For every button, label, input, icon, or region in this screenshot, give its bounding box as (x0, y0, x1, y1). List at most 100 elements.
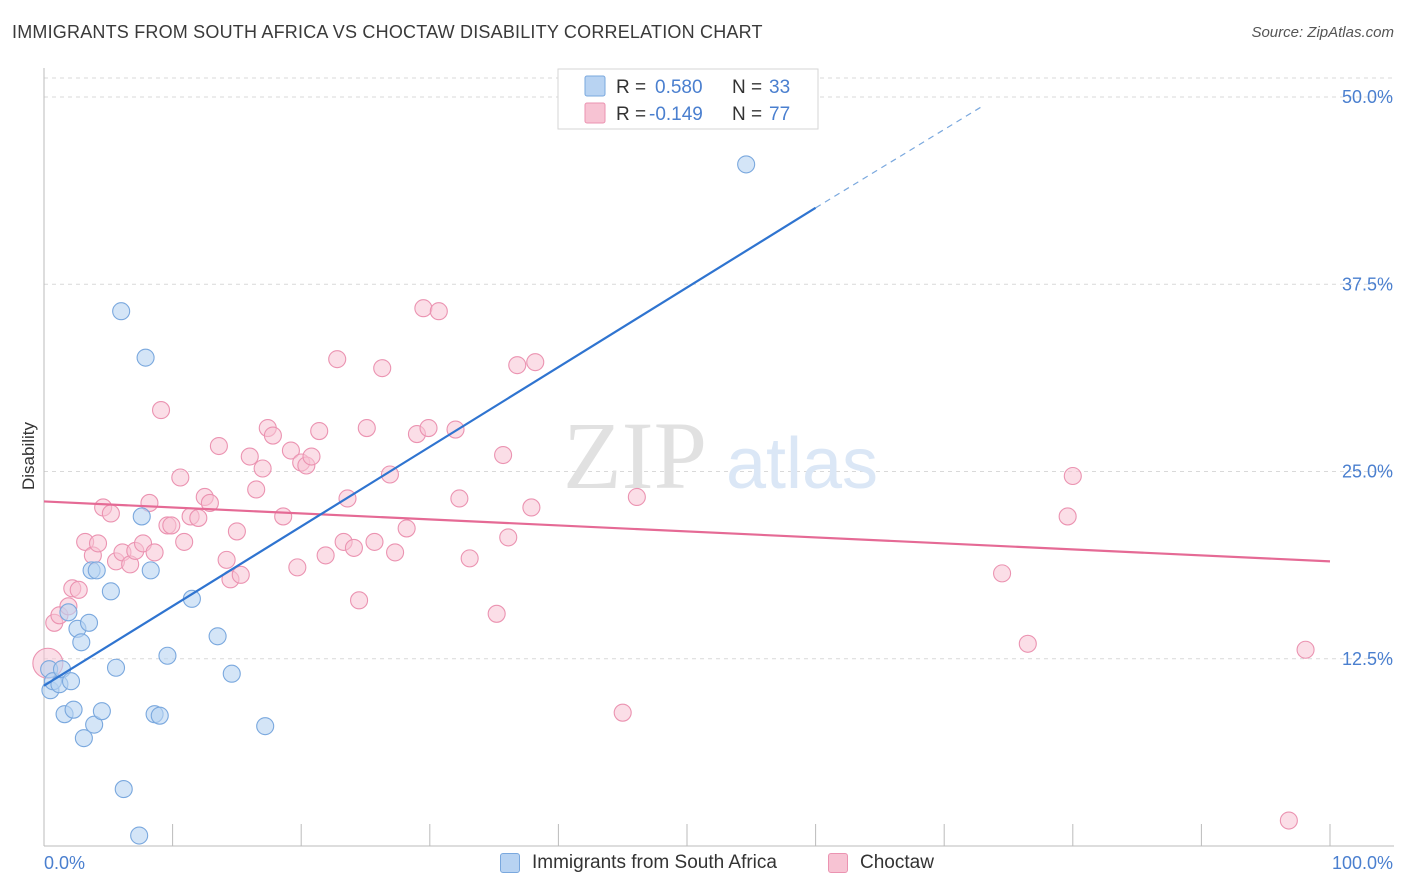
choctaw-point (88, 534, 108, 553)
south-africa-point (92, 702, 111, 721)
south-africa-point (136, 348, 155, 367)
x-tick-label-start: 0.0% (44, 853, 85, 873)
south-africa-point (112, 302, 131, 321)
choctaw-point (460, 549, 479, 568)
choctaw-point (494, 445, 513, 465)
choctaw-point (508, 356, 527, 375)
choctaw-point (189, 508, 208, 527)
choctaw-point (429, 302, 448, 321)
south-africa-point (61, 672, 81, 691)
choctaw-points (32, 299, 1315, 830)
choctaw-point (613, 703, 632, 722)
series-swatch-pink (828, 853, 848, 873)
choctaw-point (993, 564, 1012, 583)
legend-r-value-1: 0.580 (655, 77, 703, 98)
series-swatch-blue (500, 853, 520, 873)
x-tick-label-end: 100.0% (1332, 853, 1393, 873)
y-tick-label: 37.5% (1342, 274, 1393, 294)
choctaw-point (1279, 811, 1298, 830)
tick-labels: 12.5% 25.0% 37.5% 50.0% 0.0% 100.0% (44, 87, 1393, 873)
choctaw-point (499, 528, 518, 547)
legend-n-value-2: 77 (769, 104, 790, 125)
chart-title: IMMIGRANTS FROM SOUTH AFRICA VS CHOCTAW … (12, 22, 763, 42)
south-africa-point (79, 613, 99, 632)
legend-n-label-1: N = (732, 77, 762, 98)
south-africa-point (72, 633, 91, 652)
series-name-south-africa: Immigrants from South Africa (532, 852, 777, 873)
choctaw-point (171, 468, 190, 487)
south-africa-point (74, 729, 93, 748)
choctaw-point (240, 447, 259, 466)
south-africa-point (106, 658, 126, 677)
choctaw-point (253, 459, 272, 478)
south-africa-point (222, 664, 241, 683)
series-name-choctaw: Choctaw (860, 852, 934, 873)
y-axis-label: Disability (19, 421, 38, 490)
south-africa-point (150, 706, 169, 725)
legend-r-value-2: -0.149 (649, 104, 703, 125)
choctaw-point (380, 465, 399, 484)
choctaw-point (522, 498, 541, 517)
axes (43, 68, 1394, 847)
south-africa-points (40, 155, 756, 845)
y-tick-label: 25.0% (1342, 462, 1393, 482)
choctaw-point (316, 546, 335, 565)
south-africa-point (130, 826, 149, 845)
choctaw-trend-line (43, 500, 1331, 563)
choctaw-point (101, 504, 120, 523)
legend-swatch-blue (584, 75, 606, 97)
legend-n-value-1: 33 (769, 77, 790, 98)
choctaw-point (274, 507, 293, 526)
watermark-atlas: atlas (726, 424, 878, 504)
south-africa-point (158, 646, 177, 665)
legend-swatch-pink (584, 102, 606, 124)
legend-r-label-2: R = (616, 104, 646, 125)
y-tick-label: 50.0% (1342, 87, 1393, 107)
series-legend-item-south-africa: Immigrants from South Africa (500, 852, 777, 874)
south-africa-point (101, 582, 120, 601)
choctaw-point (328, 350, 347, 369)
south-africa-point (208, 627, 227, 646)
south-africa-trend-line (43, 206, 817, 687)
choctaw-point (231, 565, 250, 584)
choctaw-point (1296, 640, 1315, 659)
south-africa-point (141, 561, 160, 580)
south-africa-point (256, 717, 275, 736)
south-africa-trend-extension (815, 105, 984, 209)
choctaw-point (487, 604, 506, 623)
choctaw-point (414, 299, 433, 318)
choctaw-point (344, 538, 363, 557)
choctaw-point (365, 532, 384, 551)
choctaw-point (627, 487, 646, 507)
choctaw-point (288, 558, 307, 577)
choctaw-point (397, 519, 416, 538)
choctaw-point (373, 359, 392, 378)
series-legend-item-choctaw: Choctaw (828, 852, 934, 874)
south-africa-point (737, 155, 756, 174)
choctaw-point (310, 422, 329, 441)
choctaw-point (263, 426, 282, 445)
choctaw-point (69, 580, 88, 599)
choctaw-point (419, 419, 438, 438)
choctaw-point (247, 480, 266, 499)
south-africa-point (85, 715, 104, 734)
trend-lines (43, 105, 1331, 687)
south-africa-point (64, 700, 83, 719)
south-africa-point (114, 780, 133, 799)
source-label: Source: ZipAtlas.com (1251, 24, 1394, 41)
south-africa-point (132, 507, 151, 526)
choctaw-point (151, 401, 171, 420)
choctaw-point (526, 353, 545, 372)
choctaw-point (200, 493, 219, 513)
choctaw-point (209, 436, 228, 456)
choctaw-point (1018, 634, 1037, 653)
choctaw-point (217, 550, 236, 569)
choctaw-point (302, 447, 321, 466)
legend-r-label-1: R = (616, 77, 646, 98)
south-africa-point (59, 603, 78, 622)
watermark: ZIP atlas (563, 402, 878, 509)
choctaw-point (227, 522, 246, 541)
choctaw-point (281, 441, 300, 460)
choctaw-point (1063, 466, 1082, 486)
choctaw-point (162, 516, 181, 535)
